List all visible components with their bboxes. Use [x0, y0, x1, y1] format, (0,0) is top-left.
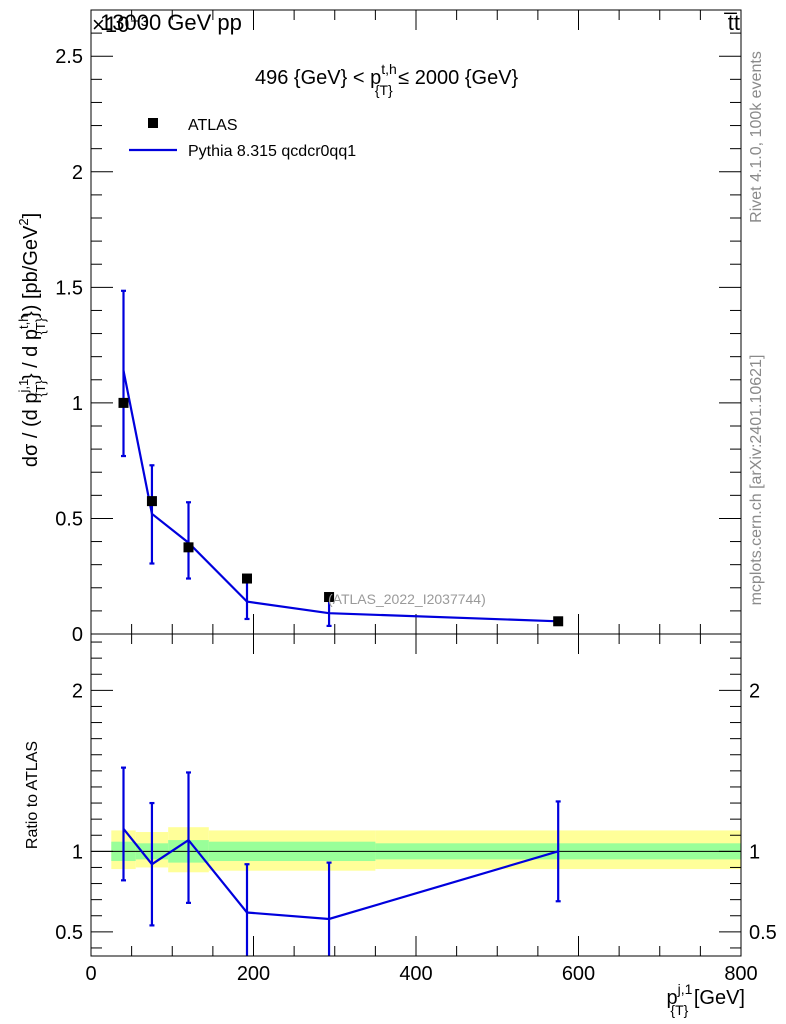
ratio-y-tick-label: 1	[72, 841, 83, 863]
atlas-data-point	[242, 573, 252, 584]
legend-pythia-label: Pythia 8.315 qcdcr0qq1	[188, 143, 356, 160]
energy-label: 13000 GeV pp	[100, 10, 242, 35]
pythia-line	[122, 370, 559, 623]
ratio-y-axis-label: Ratio to ATLAS	[24, 741, 41, 849]
ratio-y-tick-label-right: 1	[749, 841, 760, 863]
ylabel-b1: {T}	[33, 380, 48, 397]
plot-title-post: ≤ 2000 {GeV}	[393, 67, 519, 89]
analysis-annotation: (ATLAS_2022_I2037744)	[328, 591, 486, 607]
legend-atlas-label: ATLAS	[188, 117, 238, 134]
atlas-data-point	[118, 397, 129, 408]
xlabel-pre: p	[666, 987, 677, 1009]
x-tick-label: 200	[237, 963, 270, 985]
ratio-y-tick-label: 2	[72, 680, 83, 702]
ratio-y-tick-label-right: 0.5	[749, 922, 777, 944]
ratio-panel: 0.5 0.5 1 1 2 2 0 200 400 600 800 Ratio to ATLAS p…	[24, 633, 777, 1018]
main-y-tick-label: 1	[72, 393, 83, 415]
ratio-axis-ticks: 0.5 0.5 1 1 2 2 0 200 400 600 800	[55, 634, 777, 985]
ratio-uncertainty-bands	[111, 827, 741, 873]
main-clip-group	[118, 289, 564, 628]
atlas-data-point	[183, 542, 194, 553]
ratio-series	[121, 766, 561, 956]
x-tick-label: 800	[724, 963, 757, 985]
main-panel: 00.511.522.5 496 {GeV} < pt,h {T} ≤ 2000 …	[16, 9, 742, 646]
x-tick-label: 0	[85, 963, 96, 985]
atlas-data-point	[553, 616, 564, 627]
process-label: t̅t	[724, 10, 740, 35]
main-axis-ticks: 0 0.5 1 1.5 2 2.5	[55, 9, 742, 646]
ratio-y-tick-label-right: 2	[749, 680, 760, 702]
ratio-line	[122, 828, 559, 921]
main-y-tick-label: 2.5	[55, 46, 83, 68]
ylabel-s3: 2	[16, 218, 31, 225]
legend-atlas-marker	[148, 118, 158, 128]
main-y-axis-label: dσ / (d pj,1 {T}} / d pt,h {T}}) [pb/GeV2]	[16, 213, 48, 467]
plot-title-sup: t,h	[381, 61, 397, 77]
x-axis-label: pj,1 {T} [GeV]	[666, 981, 745, 1018]
x-tick-label: 600	[562, 963, 595, 985]
ylabel-b2: {T}	[33, 317, 48, 334]
ylabel-d: ]	[20, 213, 42, 219]
xlabel-post: [GeV]	[688, 987, 745, 1009]
ylabel-s1: j,1	[16, 379, 31, 394]
ylabel-b: } / d p	[20, 329, 42, 380]
main-y-tick-label: 0.5	[55, 508, 83, 530]
xlabel-sub: {T}	[670, 1002, 688, 1018]
rivet-version-label: Rivet 4.1.0, 100k events	[748, 51, 765, 223]
legend: ATLAS Pythia 8.315 qcdcr0qq1	[129, 117, 356, 160]
ylabel-c: }) [pb/GeV	[20, 225, 42, 318]
ylabel-s2: t,h	[16, 315, 31, 329]
ratio-y-tick-label: 0.5	[55, 922, 83, 944]
ratio-frame	[90, 633, 742, 957]
plot-title: 496 {GeV} < pt,h {T} ≤ 2000 {GeV}	[255, 61, 519, 98]
plot-title-sub: {T}	[375, 82, 393, 98]
plot-title-pre: 496 {GeV} < p	[255, 67, 381, 89]
main-y-tick-label: 1.5	[55, 277, 83, 299]
atlas-data-point	[324, 592, 335, 603]
x-tick-label: 400	[399, 963, 432, 985]
xlabel-sup: j,1	[677, 981, 693, 997]
main-y-tick-label: 0	[72, 624, 83, 646]
mcplots-reference-label: mcplots.cern.ch [arXiv:2401.10621]	[748, 355, 765, 606]
ylabel-a: dσ / (d p	[20, 393, 42, 468]
main-y-tick-label: 2	[72, 162, 83, 184]
main-series	[118, 289, 564, 628]
atlas-data-point	[146, 496, 157, 507]
